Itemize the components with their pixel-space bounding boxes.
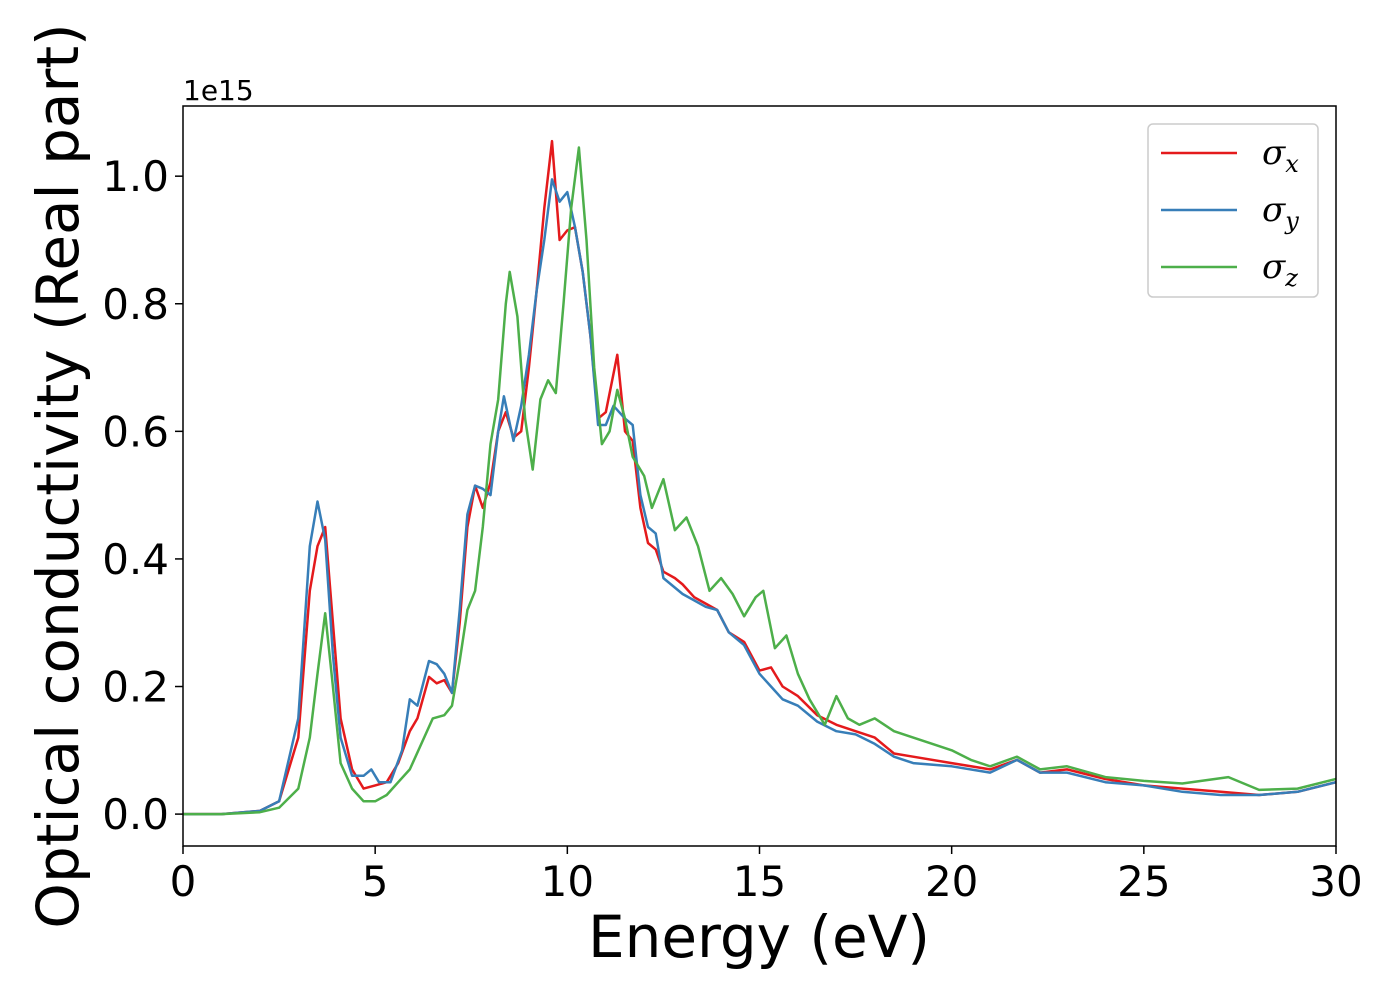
- y-offset-label: 1e15: [183, 74, 254, 107]
- plot-area: [183, 106, 1336, 846]
- y-axis-title: Optical conductivity (Real part): [24, 23, 92, 928]
- x-tick-label: 5: [362, 857, 389, 906]
- x-tick-label: 30: [1309, 857, 1362, 906]
- y-tick-label: 1.0: [102, 152, 169, 201]
- y-tick-label: 0.8: [102, 280, 169, 329]
- series-line-y: [183, 178, 1336, 816]
- y-tick-label: 0.4: [102, 535, 169, 584]
- x-axis-title: Energy (eV): [588, 903, 930, 971]
- x-tick-label: 20: [925, 857, 978, 906]
- y-tick-label: 0.0: [102, 790, 169, 839]
- x-tick-label: 10: [541, 857, 594, 906]
- series-layer: [183, 139, 1336, 816]
- x-tick-label: 25: [1117, 857, 1170, 906]
- y-tick-label: 0.6: [102, 407, 169, 456]
- x-tick-label: 15: [733, 857, 786, 906]
- series-line-z: [183, 146, 1336, 816]
- x-axis-ticks: 0 5 10 15 20 25 30: [170, 846, 1363, 906]
- x-tick-label: 0: [170, 857, 197, 906]
- y-axis-ticks: 0.0 0.2 0.4 0.6 0.8 1.0: [102, 152, 183, 839]
- y-tick-label: 0.2: [102, 663, 169, 712]
